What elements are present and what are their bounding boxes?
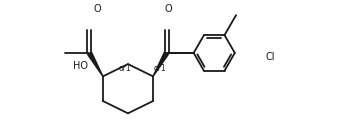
Text: or1: or1 (119, 64, 131, 73)
Text: HO: HO (73, 61, 88, 71)
Text: Cl: Cl (265, 52, 275, 62)
Polygon shape (152, 51, 169, 77)
Polygon shape (87, 51, 103, 77)
Text: or1: or1 (153, 64, 166, 73)
Text: O: O (164, 4, 172, 14)
Text: O: O (93, 4, 101, 14)
